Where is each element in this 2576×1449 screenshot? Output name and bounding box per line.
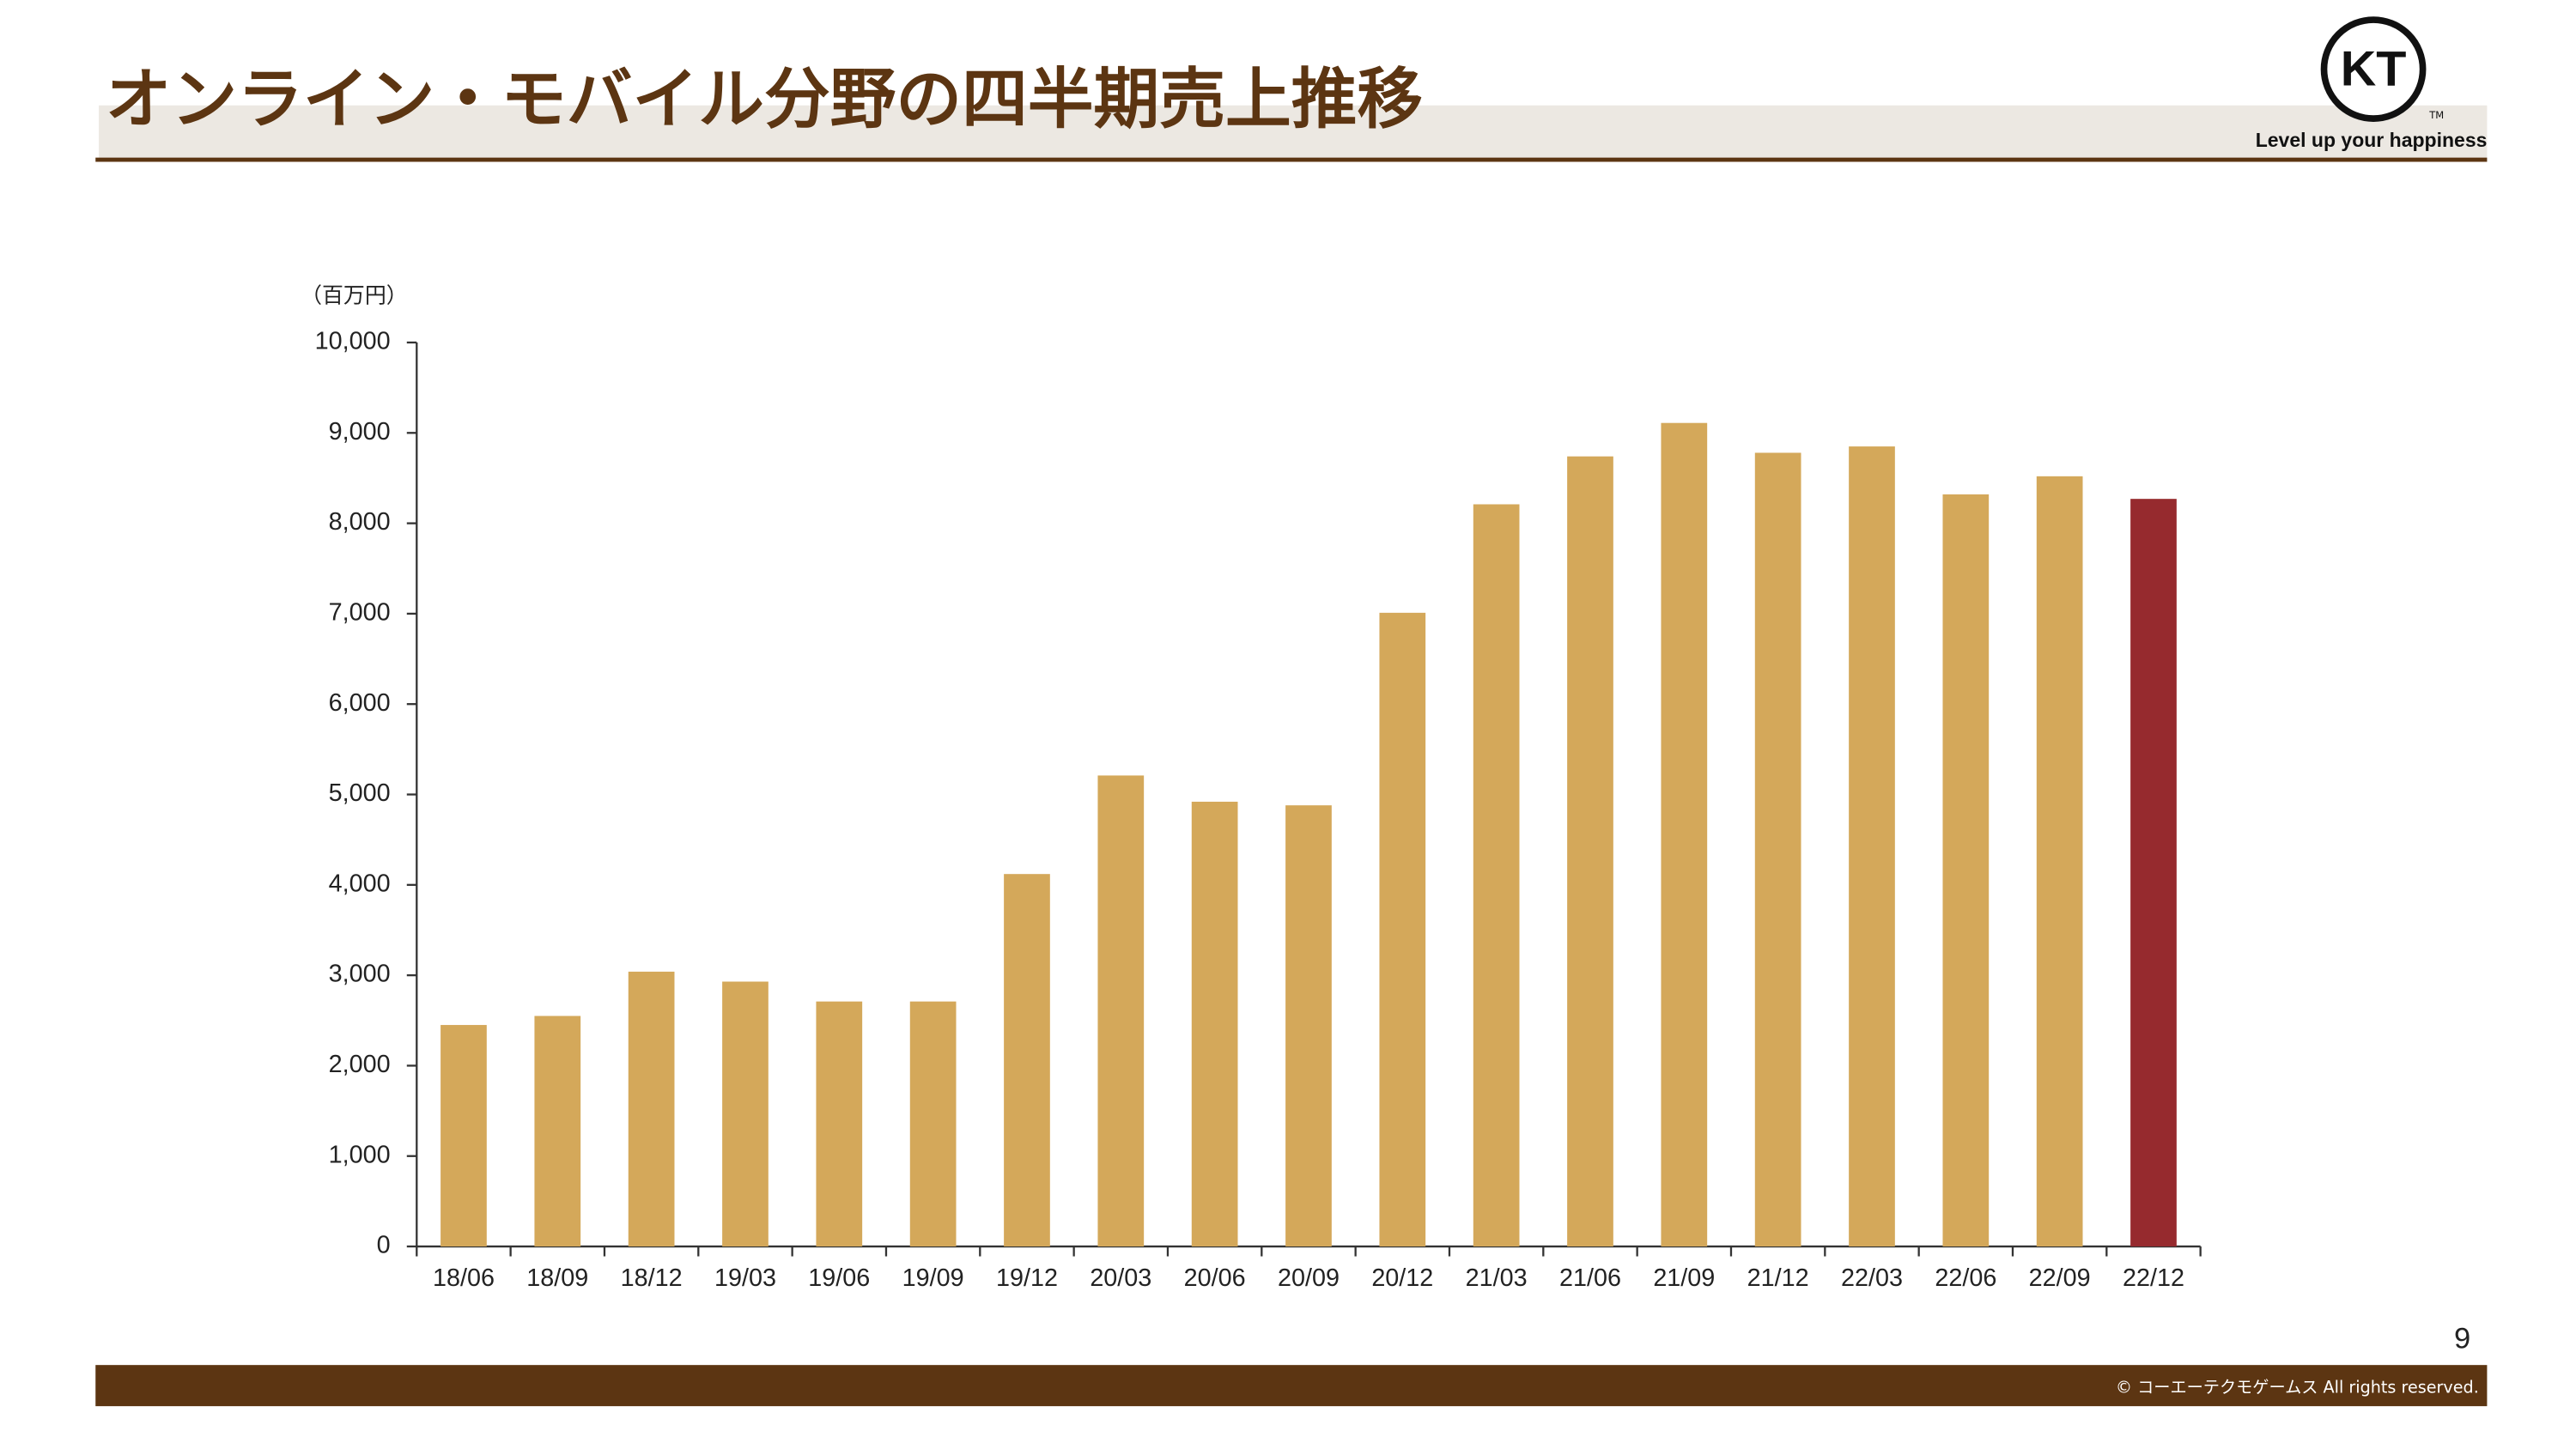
x-tick-label: 22/06 [1935, 1264, 1996, 1292]
logo-mark: KT [2341, 42, 2407, 97]
bar [1942, 494, 1990, 1247]
y-tick-label: 9,000 [329, 418, 391, 446]
logo-ring [2320, 16, 2427, 122]
title-band [99, 105, 2488, 159]
bar [1379, 612, 1426, 1247]
bar [909, 1001, 957, 1247]
y-tick-label: 10,000 [315, 328, 391, 355]
bar [1097, 775, 1145, 1247]
x-tick-label: 19/03 [714, 1264, 776, 1292]
y-tick-label: 3,000 [329, 961, 391, 988]
x-tick-label: 19/09 [902, 1264, 964, 1292]
bar [440, 1025, 487, 1247]
bar [1473, 504, 1520, 1247]
x-tick-label: 20/09 [1278, 1264, 1340, 1292]
x-tick-label: 20/06 [1184, 1264, 1246, 1292]
x-tick-label: 21/12 [1747, 1264, 1809, 1292]
x-tick-label: 21/03 [1466, 1264, 1528, 1292]
page-number: 9 [2454, 1323, 2470, 1355]
bar [1004, 874, 1050, 1247]
y-tick-label: 5,000 [329, 779, 391, 807]
x-tick-label: 18/09 [526, 1264, 588, 1292]
bar [1754, 452, 1801, 1247]
y-tick-label: 2,000 [329, 1051, 391, 1078]
logo-tm: TM [2428, 109, 2444, 121]
x-tick-label: 19/06 [808, 1264, 870, 1292]
x-tick-label: 21/09 [1653, 1264, 1715, 1292]
bar [1285, 805, 1332, 1247]
x-tick-label: 19/12 [996, 1264, 1058, 1292]
bar [1567, 456, 1613, 1247]
bar [722, 981, 769, 1247]
x-tick-label: 18/06 [433, 1264, 495, 1292]
bar [2036, 476, 2083, 1247]
y-tick-label: 7,000 [329, 599, 391, 627]
y-unit-label: （百万円） [301, 282, 408, 307]
x-tick-label: 18/12 [621, 1264, 683, 1292]
bar [628, 971, 675, 1247]
y-tick-label: 1,000 [329, 1141, 391, 1168]
bar [534, 1016, 581, 1247]
bar [2130, 499, 2177, 1247]
bar [1661, 422, 1708, 1247]
x-tick-label: 20/03 [1090, 1264, 1151, 1292]
logo-tagline: Level up your happiness [2256, 129, 2488, 151]
x-tick-label: 22/09 [2029, 1264, 2091, 1292]
page-title: オンライン・モバイル分野の四半期売上推移 [106, 62, 1423, 138]
bar [1191, 801, 1238, 1247]
footer-bar [95, 1365, 2488, 1407]
x-tick-label: 22/03 [1841, 1264, 1903, 1292]
y-tick-label: 6,000 [329, 689, 391, 717]
copyright: © コーエーテクモゲームス All rights reserved. [2116, 1378, 2479, 1397]
x-tick-label: 21/06 [1559, 1264, 1621, 1292]
x-tick-label: 20/12 [1371, 1264, 1433, 1292]
y-tick-label: 4,000 [329, 870, 391, 897]
y-tick-label: 0 [377, 1232, 391, 1259]
bar [1849, 446, 1895, 1247]
x-tick-label: 22/12 [2123, 1264, 2184, 1292]
bar [816, 1001, 863, 1247]
y-tick-label: 8,000 [329, 508, 391, 536]
